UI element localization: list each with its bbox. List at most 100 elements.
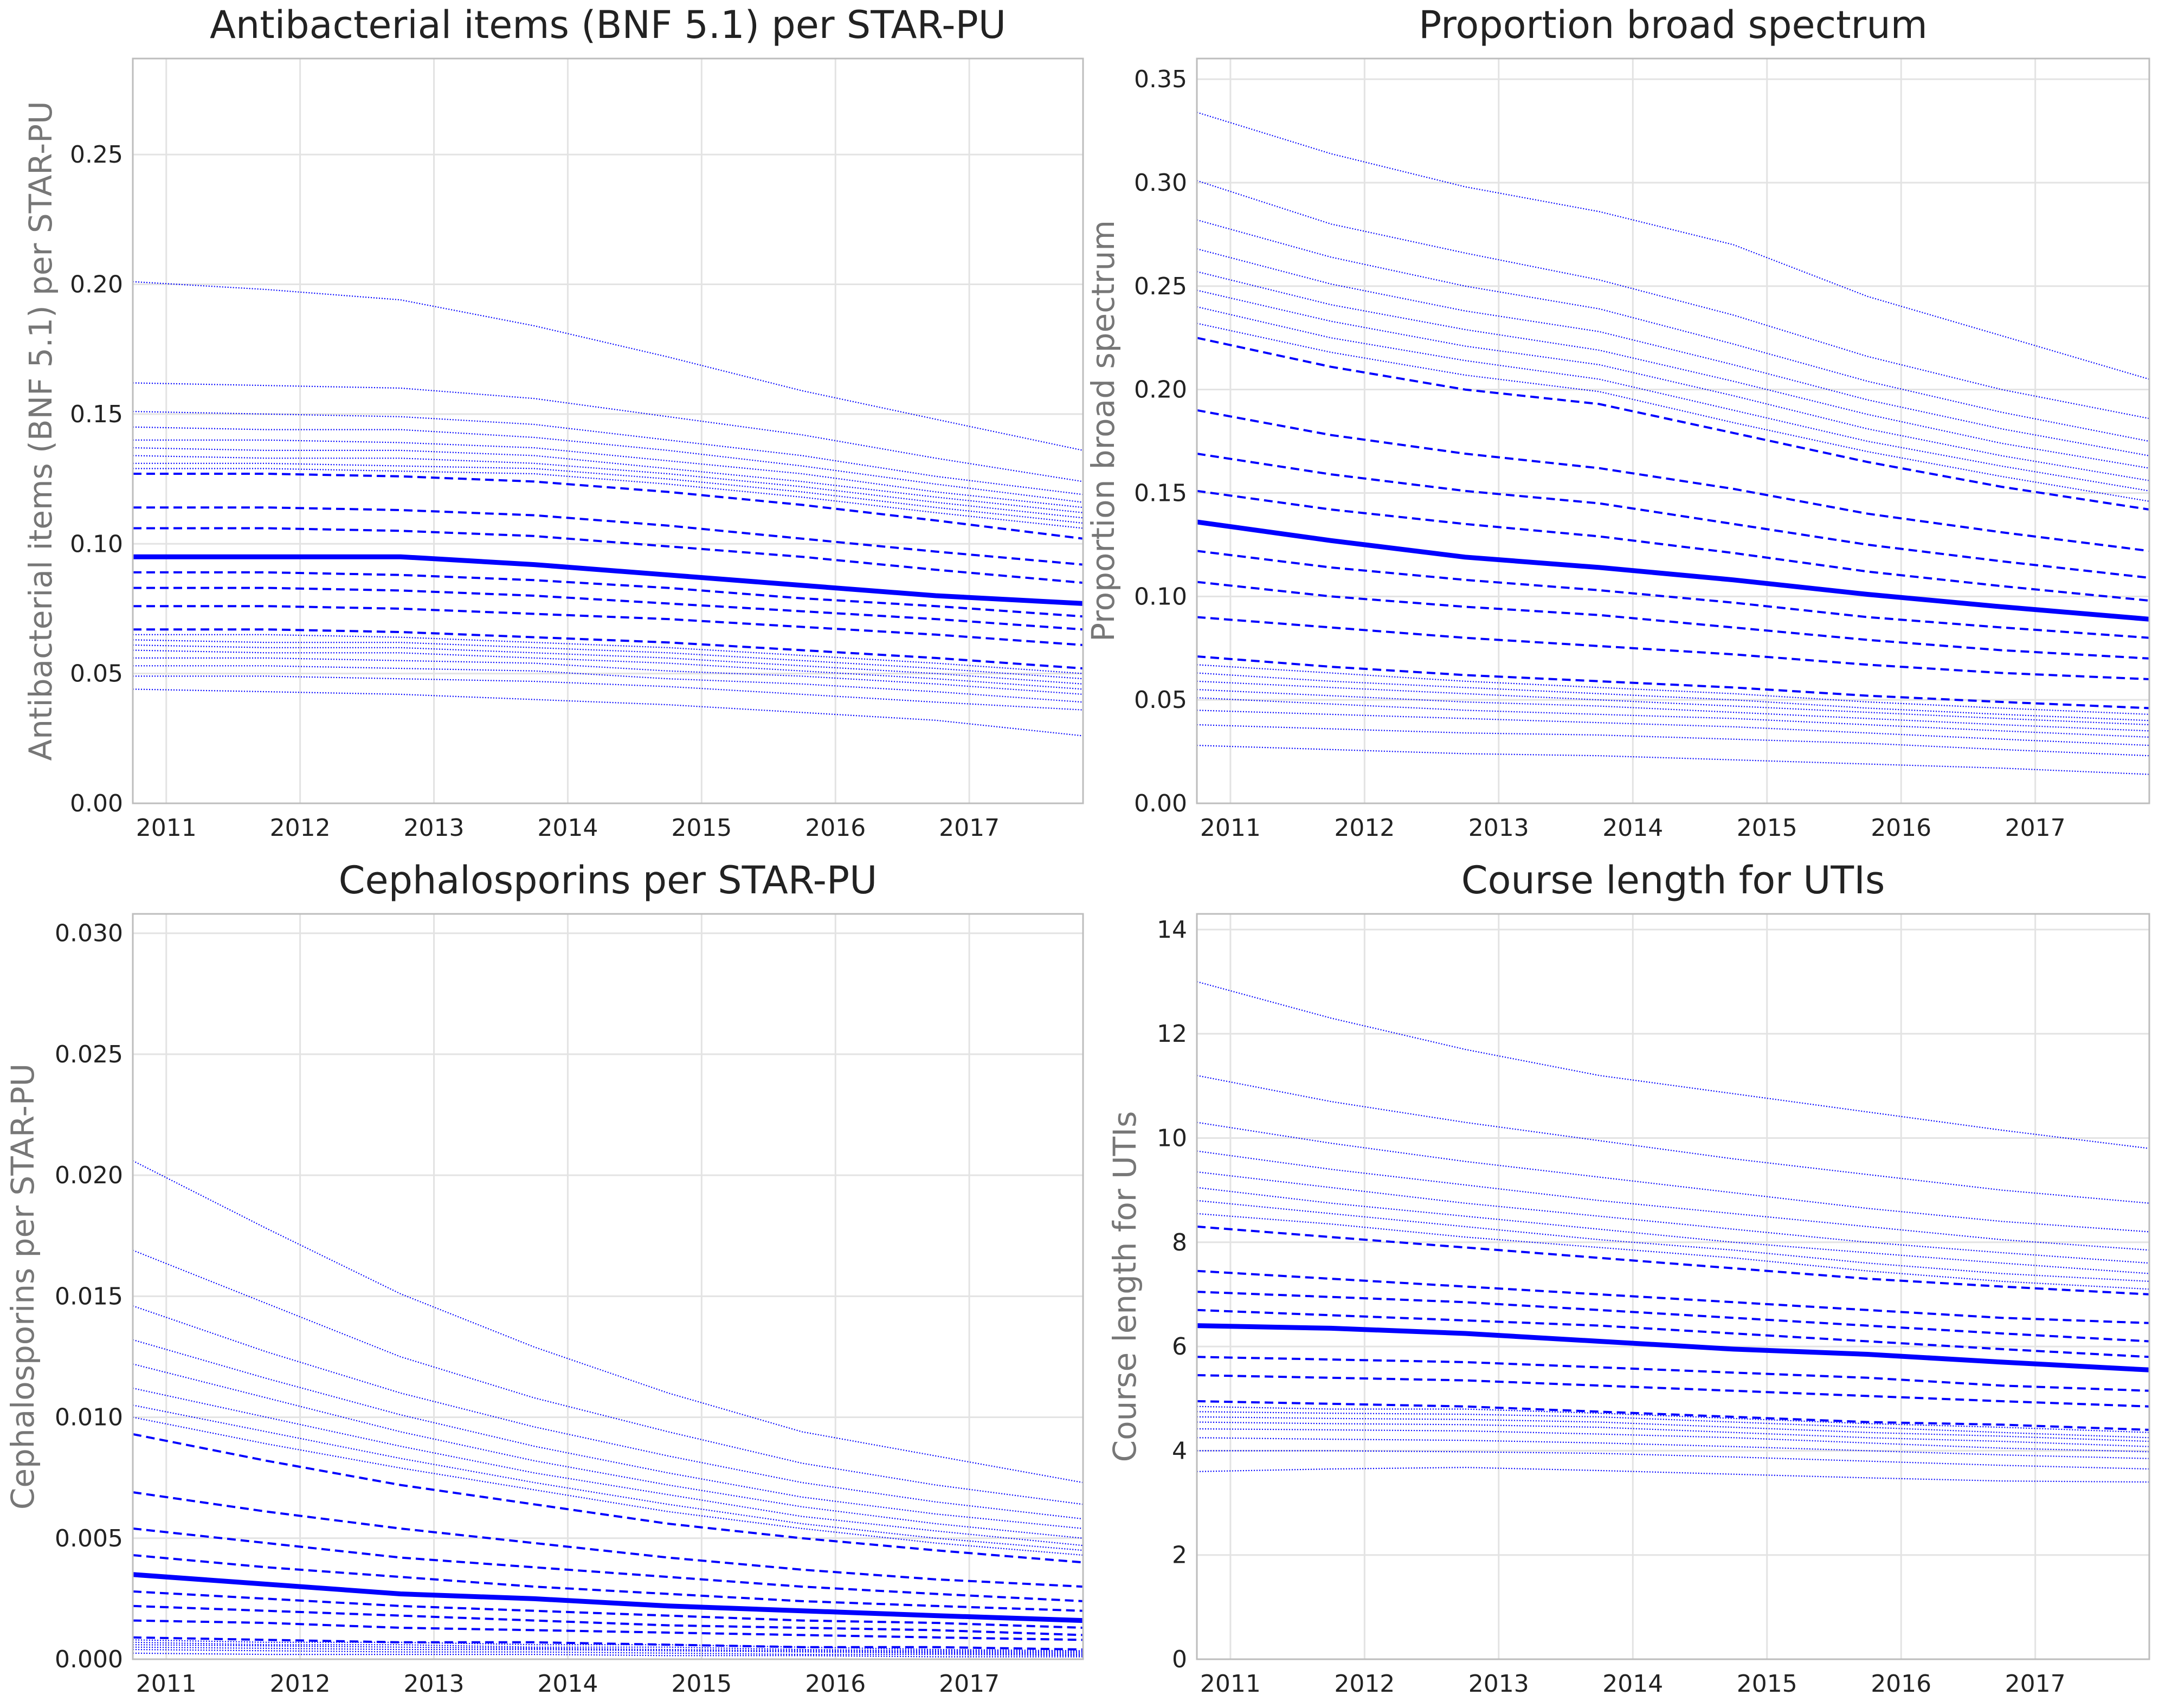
x-tick-label: 2014	[537, 1670, 598, 1698]
series-line-22	[132, 1649, 1084, 1657]
series-line-4	[1196, 1150, 2150, 1251]
series-line-4	[132, 426, 1084, 503]
x-tick-label: 2016	[1871, 814, 1931, 842]
chart-panel-2: 2011 2012 2013 2014 2015 2016 2017 0.00 0.05 0.10…	[1085, 3, 2150, 842]
series-line-14	[132, 1590, 1084, 1629]
x-tick-label: 2013	[1468, 814, 1529, 842]
series-line-4	[1196, 248, 2150, 456]
series-line-25	[1196, 745, 2150, 775]
series-line-16	[1196, 616, 2150, 680]
y-tick-label: 0.20	[1134, 376, 1187, 404]
series-line-18	[1196, 1411, 2150, 1439]
series-line-22	[1196, 1437, 2150, 1459]
series-line-21	[1196, 689, 2150, 732]
series-line-10	[133, 473, 1084, 540]
x-tick-label: 2012	[1334, 814, 1395, 842]
plot-area	[133, 914, 1083, 1659]
series-line-8	[1196, 323, 2150, 502]
series-line-3	[132, 1305, 1084, 1520]
series-line-22	[1196, 697, 2150, 738]
series-line-23	[132, 1652, 1083, 1658]
series-line-13	[132, 1572, 1084, 1623]
series-line-14	[133, 571, 1084, 618]
chart-title: Cephalosporins per STAR-PU	[339, 858, 878, 903]
plot-frame	[132, 913, 1084, 1660]
x-tick-label: 2017	[2005, 814, 2066, 842]
x-tick-label: 2014	[1602, 1670, 1663, 1698]
y-tick-label: 0.15	[1134, 480, 1187, 507]
x-tick-label: 2012	[1334, 1670, 1395, 1698]
chart-panel-3: 2011 2012 2013 2014 2015 2016 2017 0.000 0.005 0.…	[4, 858, 1084, 1698]
series-line-21	[132, 1646, 1084, 1655]
x-tick-label: 2015	[671, 1670, 732, 1698]
x-tick-label: 2014	[1602, 814, 1663, 842]
series-line-19	[1196, 672, 2150, 721]
series-line-16	[1196, 1400, 2150, 1431]
x-tick-label: 2012	[270, 1670, 331, 1698]
series-line-18	[1196, 664, 2150, 715]
y-tick-label: 0.025	[55, 1041, 123, 1068]
series-line-11	[1196, 453, 2150, 579]
chart-panel-1: 2011 2012 2013 2014 2015 2016 2017 0.00 0.05 0.10…	[22, 3, 1084, 842]
y-tick-label: 0.20	[70, 271, 123, 299]
series-line-5	[1196, 271, 2150, 469]
y-tick-label: 0.020	[55, 1162, 123, 1189]
series-line-6	[1196, 1187, 2150, 1274]
y-tick-label: 0.00	[70, 790, 123, 817]
plot-frame	[132, 57, 1084, 804]
y-axis-label: Antibacterial items (BNF 5.1) per STAR-P…	[22, 101, 59, 760]
x-tick-label: 2013	[404, 814, 465, 842]
y-axis-label: Course length for UTIs	[1106, 1111, 1143, 1462]
series-line-17	[1196, 655, 2150, 710]
series-line-18	[132, 1639, 1084, 1652]
x-tick-label: 2013	[404, 1670, 465, 1698]
y-tick-label: 0.10	[1134, 583, 1187, 610]
series-line-7	[1196, 1200, 2150, 1282]
series-line-20	[132, 1644, 1084, 1654]
chart-title: Course length for UTIs	[1461, 858, 1885, 903]
y-tick-label: 0.30	[1134, 169, 1187, 197]
series-line-17	[1196, 1406, 2150, 1433]
plot-frame	[1196, 913, 2150, 1660]
y-tick-label: 0.005	[55, 1525, 123, 1552]
series-line-18	[133, 634, 1084, 674]
y-tick-label: 10	[1157, 1124, 1187, 1152]
x-tick-label: 2011	[136, 814, 197, 842]
y-tick-label: 0.05	[1134, 686, 1187, 714]
series-line-13	[1196, 1323, 2150, 1372]
y-tick-label: 8	[1172, 1229, 1187, 1256]
series-line-15	[133, 586, 1084, 631]
x-tick-label: 2014	[537, 814, 598, 842]
y-axis-label: Proportion broad spectrum	[1085, 220, 1122, 642]
series-line-5	[1196, 1171, 2150, 1264]
series-line-23	[1197, 1450, 2150, 1470]
series-line-10	[132, 1491, 1084, 1588]
series-line-13	[1196, 519, 2150, 622]
series-line-7	[132, 1404, 1084, 1551]
x-tick-label: 2011	[1200, 814, 1261, 842]
series-line-11	[132, 1527, 1084, 1602]
series-line-1	[1196, 981, 2150, 1149]
series-line-6	[1196, 289, 2150, 481]
series-line-17	[133, 628, 1084, 670]
series-line-1	[1196, 112, 2150, 380]
series-line-25	[132, 688, 1084, 737]
x-tick-label: 2015	[671, 814, 732, 842]
x-tick-label: 2012	[270, 814, 331, 842]
y-tick-label: 0.010	[55, 1404, 123, 1432]
y-tick-label: 0.15	[70, 401, 123, 428]
chart-title: Proportion broad spectrum	[1419, 3, 1928, 47]
x-tick-label: 2016	[805, 1670, 866, 1698]
series-line-2	[132, 1249, 1084, 1505]
series-line-11	[1196, 1291, 2150, 1343]
series-line-9	[132, 1433, 1084, 1564]
series-line-9	[1196, 337, 2150, 511]
series-line-12	[132, 1554, 1084, 1612]
y-tick-label: 2	[1172, 1542, 1187, 1569]
chart-panel-4: 2011 2012 2013 2014 2015 2016 2017 0 2 4 6 8 10 12 14 C…	[1106, 858, 2150, 1698]
series-line-10	[1196, 1269, 2150, 1324]
series-line-21	[1196, 1428, 2150, 1453]
y-tick-label: 0.10	[70, 530, 123, 558]
series-line-12	[1196, 1309, 2150, 1358]
